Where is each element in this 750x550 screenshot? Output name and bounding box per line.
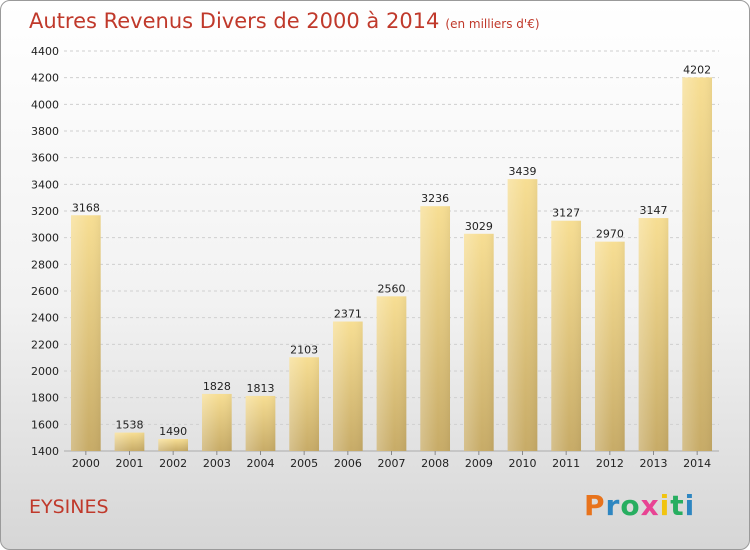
bar-shade [201, 393, 232, 451]
y-tick-label: 2800 [31, 258, 59, 271]
y-tick-label: 3400 [31, 178, 59, 191]
y-tick-label: 4000 [31, 98, 59, 111]
data-label: 1813 [247, 382, 275, 395]
y-tick-label: 4400 [31, 45, 59, 58]
data-label: 3147 [640, 204, 668, 217]
bar-shade [682, 77, 713, 452]
title-text: Autres Revenus Divers de 2000 à 2014 [29, 9, 440, 33]
data-label: 2103 [290, 343, 318, 356]
logo-letter: P [584, 489, 606, 522]
commune-name: EYSINES [29, 496, 109, 518]
x-tick-label: 2009 [465, 457, 493, 470]
bar-group: 2560 [376, 282, 407, 451]
data-label: 4202 [683, 63, 711, 76]
bar-group: 3439 [507, 165, 538, 451]
x-tick-label: 2010 [509, 457, 537, 470]
x-tick-label: 2003 [203, 457, 231, 470]
y-tick-label: 3000 [31, 232, 59, 245]
bar-group: 3147 [638, 204, 669, 451]
y-tick-label: 2200 [31, 338, 59, 351]
data-label: 3127 [552, 207, 580, 220]
x-tick-label: 2008 [421, 457, 449, 470]
y-tick-label: 2600 [31, 285, 59, 298]
x-tick-label: 2002 [159, 457, 187, 470]
bar-shade [376, 296, 407, 451]
bar-shade [420, 206, 451, 451]
bar-shade [594, 241, 625, 451]
y-tick-label: 3600 [31, 152, 59, 165]
x-tick-label: 2000 [72, 457, 100, 470]
bars: 3168 1538 1490 1828 1813 2103 2371 2560 3236 3029… [70, 63, 713, 452]
x-tick-label: 2005 [290, 457, 318, 470]
bar-shade [289, 357, 320, 451]
y-tick-label: 4200 [31, 72, 59, 85]
logo-letter: i [659, 489, 671, 522]
y-tick-label: 3800 [31, 125, 59, 138]
bar-group: 4202 [682, 63, 713, 452]
x-tick-label: 2004 [247, 457, 275, 470]
bar-group: 1813 [245, 382, 276, 451]
y-tick-label: 1400 [31, 445, 59, 458]
bar-shade [70, 215, 101, 451]
title-unit: (en milliers d'€) [445, 17, 540, 31]
chart-title: Autres Revenus Divers de 2000 à 2014 (en … [29, 9, 540, 33]
data-label: 1828 [203, 380, 231, 393]
x-tick-label: 2014 [683, 457, 711, 470]
data-label: 3029 [465, 220, 493, 233]
y-tick-label: 2400 [31, 312, 59, 325]
y-tick-label: 1800 [31, 392, 59, 405]
data-label: 3439 [509, 165, 537, 178]
logo-letter: r [605, 489, 621, 522]
data-label: 3236 [421, 192, 449, 205]
x-tick-label: 2007 [378, 457, 406, 470]
logo-letter: o [620, 489, 641, 522]
bar-shade [332, 321, 363, 451]
bar-group: 3127 [551, 207, 582, 451]
x-tick-label: 2012 [596, 457, 624, 470]
y-tick-label: 3200 [31, 205, 59, 218]
bar-shade [551, 220, 582, 451]
logo-letter: x [640, 489, 660, 522]
x-tick-label: 2011 [552, 457, 580, 470]
bar-group: 1490 [158, 425, 189, 451]
data-label: 1490 [159, 425, 187, 438]
data-label: 1538 [116, 419, 144, 432]
bar-group: 3236 [420, 192, 451, 451]
data-label: 2970 [596, 228, 624, 241]
bar-shade [463, 233, 494, 451]
x-tick-label: 2001 [116, 457, 144, 470]
logo-letter: i [684, 489, 696, 522]
data-label: 2371 [334, 308, 362, 321]
bar-group: 3029 [463, 220, 494, 451]
bar-group: 1538 [114, 419, 145, 451]
y-axis-ticks: 1400 1600 1800 2000 2200 2400 2600 2800 3000 3200… [31, 45, 59, 458]
x-axis-ticks: 2000 2001 2002 2003 2004 2005 2006 2007 2008 2009… [72, 451, 711, 470]
logo-letter: t [670, 489, 685, 522]
proxiti-logo: Proxiti [584, 489, 695, 522]
bar-shade [114, 432, 145, 451]
bar-group: 2970 [594, 228, 625, 451]
x-tick-label: 2006 [334, 457, 362, 470]
bar-shade [638, 218, 669, 451]
data-label: 3168 [72, 201, 100, 214]
bar-group: 3168 [70, 201, 101, 451]
bar-group: 2103 [289, 343, 320, 451]
bar-shade [245, 395, 276, 451]
data-label: 2560 [378, 282, 406, 295]
bar-shade [158, 439, 189, 451]
x-tick-label: 2013 [640, 457, 668, 470]
bar-shade [507, 179, 538, 451]
y-tick-label: 1600 [31, 418, 59, 431]
bar-group: 1828 [201, 380, 232, 451]
y-tick-label: 2000 [31, 365, 59, 378]
bar-group: 2371 [332, 308, 363, 451]
